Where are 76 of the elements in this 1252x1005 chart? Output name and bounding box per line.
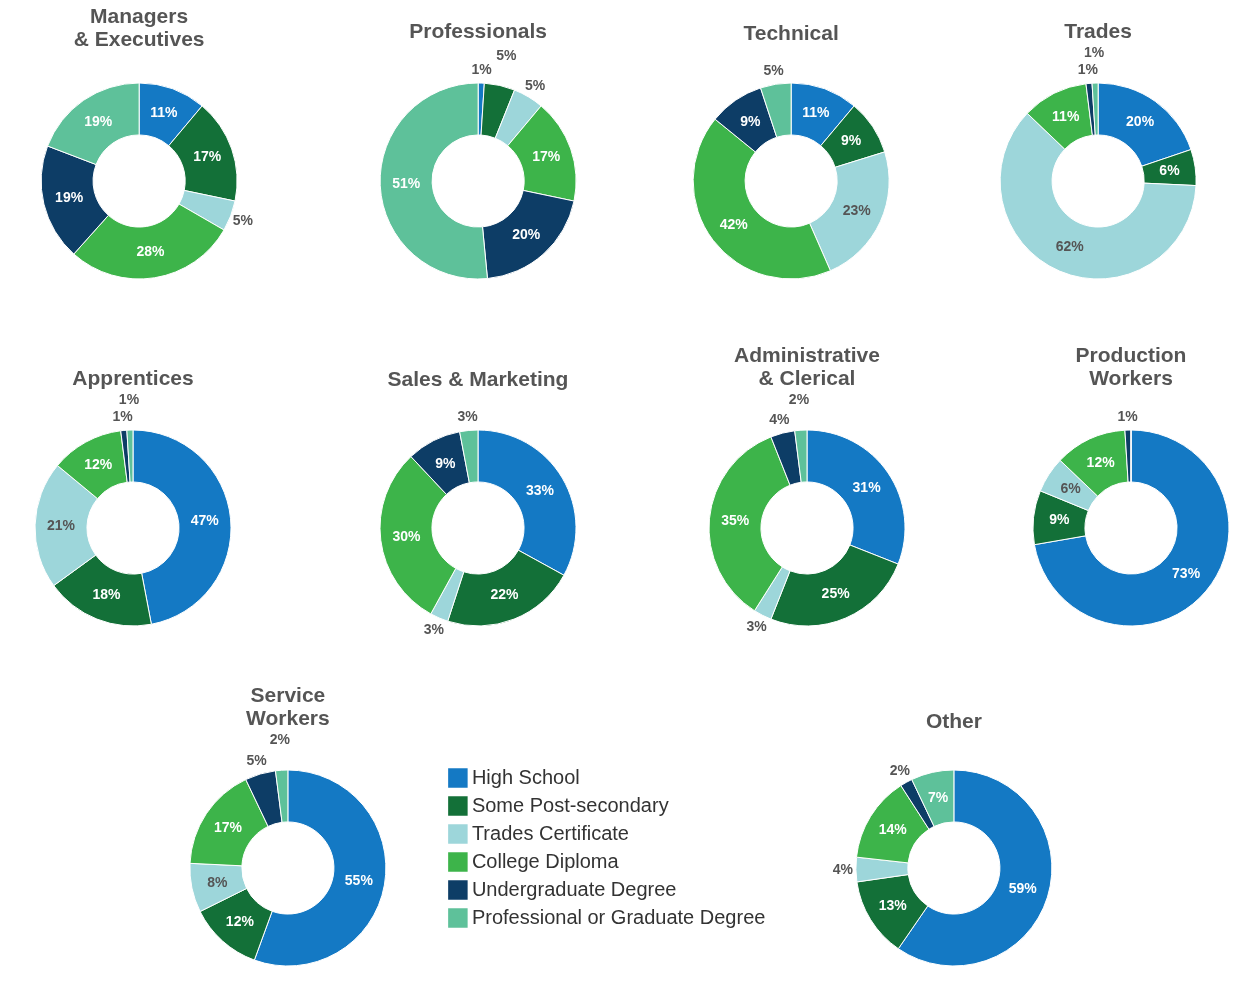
data-label: 17% [213,819,243,836]
legend-label: High School [471,766,580,788]
data-label: 17% [532,148,561,165]
chart-title: Service Workers [246,683,330,730]
chart-title: Administrative & Clerical [734,343,880,390]
data-label: 35% [721,512,750,529]
data-label: 1% [1077,61,1099,78]
data-label: 9% [840,132,862,149]
data-label: 11% [1052,107,1080,124]
data-label: 5% [232,211,254,228]
data-label: 3% [423,620,445,637]
data-label: 12% [84,455,113,472]
data-label: 13% [878,896,908,913]
data-label: 20% [1126,113,1155,130]
chart-title: Professionals [409,19,547,43]
legend-label: Trades Certificate [471,822,629,844]
legend-label: Undergraduate Degree [471,878,677,900]
chart-title: Other [925,709,982,733]
data-label: 2% [889,762,911,778]
chart-title: Managers & Executives [73,3,205,50]
chart-title: Production Workers [1075,343,1187,389]
data-label: 3% [746,617,768,634]
data-label: 73% [1172,565,1201,582]
data-label: 1% [118,391,140,408]
data-label: 11% [802,104,830,121]
data-label: 2% [269,731,291,748]
data-label: 12% [225,912,255,929]
data-label: 12% [1086,453,1116,470]
data-label: 9% [435,454,456,471]
data-label: 28% [136,243,166,260]
data-label: 6% [1159,161,1181,178]
data-label: 20% [512,225,541,242]
data-label: 2% [788,391,810,408]
data-label: 6% [1060,479,1082,496]
data-label: 4% [769,411,791,428]
data-label: 42% [719,215,749,232]
chart-title: Trades [1064,19,1132,43]
data-label: 47% [190,512,220,529]
data-label: 7% [927,788,949,805]
data-label: 14% [878,821,908,838]
data-label: 5% [763,62,785,79]
data-label: 1% [471,61,493,78]
data-label: 31% [852,478,882,495]
legend-label: College Diploma [471,850,620,872]
data-label: 33% [525,482,555,499]
data-label: 23% [842,201,872,218]
data-label: 3% [457,408,479,425]
data-label: 19% [55,188,84,205]
legend-label: Some Post-secondary [471,794,669,816]
data-label: 5% [246,752,268,769]
data-label: 1% [1084,44,1105,61]
data-label: 22% [490,585,520,602]
data-label: 9% [1049,511,1071,528]
data-label: 11% [150,104,178,121]
data-label: 8% [207,873,229,890]
chart-title: Sales & Marketing [387,366,569,390]
data-label: 30% [392,528,422,545]
data-label: 1% [1117,408,1139,425]
data-label: 4% [832,860,854,877]
data-label: 51% [392,175,421,192]
chart-title: Technical [743,20,839,44]
legend-label: Professional or Graduate Degree [471,906,766,928]
data-label: 59% [1008,880,1038,897]
data-label: 25% [821,585,851,602]
data-label: 5% [496,47,517,64]
data-label: 5% [525,76,546,93]
data-label: 17% [193,148,222,165]
data-label: 21% [46,516,76,533]
data-label: 9% [740,112,761,129]
donut-slice [1033,429,1230,627]
data-label: 19% [84,112,113,129]
data-label: 62% [1055,238,1085,255]
data-label: 55% [344,871,374,888]
data-label: 1% [112,408,134,425]
chart-title: Apprentices [72,366,194,390]
data-label: 18% [92,585,122,602]
